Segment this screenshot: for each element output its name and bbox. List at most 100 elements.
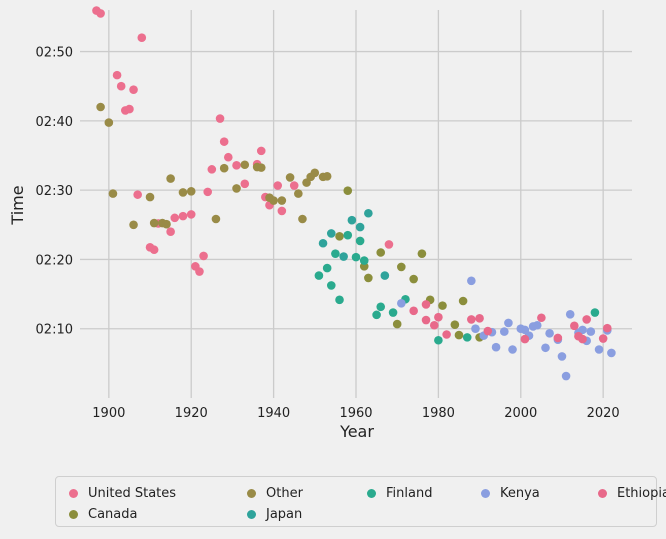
point-united-states	[125, 104, 134, 114]
point-united-states	[215, 114, 225, 123]
point-japan	[372, 310, 381, 320]
legend-item-other: Other	[247, 486, 303, 501]
point-canada	[178, 188, 188, 197]
point-canada	[277, 196, 287, 205]
legend-marker	[367, 489, 376, 498]
legend-marker	[598, 489, 607, 498]
point-ethiopia	[578, 334, 587, 344]
x-tick-label: 1920	[175, 406, 208, 421]
point-kenya	[578, 325, 587, 335]
legend-marker	[481, 489, 490, 498]
point-japan	[331, 249, 340, 258]
legend-item-united-states: United States	[69, 486, 176, 501]
point-united-states	[149, 245, 159, 255]
point-united-states	[186, 210, 196, 219]
point-united-states	[96, 9, 105, 18]
point-japan	[355, 236, 365, 246]
legend-item-japan: Japan	[247, 507, 302, 522]
point-other	[397, 262, 406, 272]
point-united-states	[203, 187, 213, 197]
point-japan	[359, 256, 369, 265]
point-ethiopia	[602, 323, 612, 333]
point-united-states	[232, 161, 241, 170]
point-japan	[376, 302, 386, 312]
point-canada	[96, 102, 105, 112]
point-kenya	[397, 299, 406, 308]
grid-lines	[80, 10, 632, 398]
point-ethiopia	[582, 315, 591, 324]
point-united-states	[166, 227, 175, 237]
point-united-states	[256, 146, 266, 156]
legend-item-canada: Canada	[69, 507, 137, 522]
y-tick-label: 02:20	[36, 253, 73, 268]
point-japan	[335, 295, 344, 305]
point-kenya	[532, 320, 542, 330]
tick-labels: 1900 1920 1940 1960 1980 2000 2020 02:10 02:20 02…	[36, 46, 620, 421]
x-tick-label: 1940	[257, 406, 290, 421]
point-japan	[343, 230, 353, 240]
point-other	[438, 301, 447, 310]
point-canada	[211, 214, 221, 224]
point-united-states	[223, 152, 233, 162]
point-kenya	[557, 352, 567, 361]
point-ethiopia	[409, 306, 418, 316]
point-united-states	[129, 85, 138, 94]
legend-marker	[69, 489, 78, 498]
point-canada	[162, 219, 171, 229]
point-kenya	[565, 309, 575, 319]
point-kenya	[471, 324, 480, 334]
legend-label: Canada	[88, 507, 138, 522]
point-kenya	[504, 318, 513, 328]
point-ethiopia	[421, 300, 431, 309]
y-tick-label: 02:50	[36, 46, 73, 61]
point-united-states	[195, 267, 204, 276]
point-other	[409, 274, 418, 284]
legend-label: Finland	[386, 486, 433, 501]
point-kenya	[491, 342, 501, 352]
point-united-states	[133, 190, 142, 199]
point-japan	[322, 263, 332, 273]
x-tick-label: 1980	[422, 406, 455, 421]
point-united-states	[289, 181, 299, 190]
point-other	[417, 249, 427, 258]
point-ethiopia	[434, 312, 443, 322]
point-other	[392, 319, 402, 329]
data-points	[92, 6, 616, 381]
point-ethiopia	[483, 326, 493, 336]
point-united-states	[199, 251, 208, 261]
point-other	[454, 330, 464, 340]
legend-marker	[247, 510, 256, 519]
point-kenya	[594, 345, 604, 354]
legend-label: Ethiopia	[617, 486, 666, 501]
point-united-states	[112, 70, 122, 80]
point-finland	[318, 238, 328, 248]
point-canada	[322, 171, 332, 181]
point-canada	[256, 163, 266, 172]
point-finland	[355, 222, 365, 232]
point-canada	[166, 174, 175, 183]
point-canada	[149, 218, 159, 228]
point-canada	[240, 160, 250, 170]
point-united-states	[116, 81, 126, 91]
point-canada	[219, 163, 229, 173]
point-canada	[108, 189, 118, 198]
point-united-states	[273, 181, 283, 190]
point-canada	[186, 186, 196, 196]
point-kenya	[541, 343, 550, 353]
point-finland	[326, 229, 336, 238]
x-tick-label: 1960	[339, 406, 372, 421]
point-unlabeled	[421, 315, 431, 325]
point-united-states	[207, 165, 217, 174]
point-ethiopia	[553, 333, 563, 343]
point-united-states	[137, 33, 147, 43]
point-kenya	[545, 329, 554, 338]
legend-label: Other	[266, 486, 303, 501]
x-tick-label: 1900	[92, 406, 125, 421]
point-kenya	[586, 327, 596, 336]
point-finland	[380, 271, 390, 280]
point-ethiopia	[467, 315, 476, 324]
point-japan	[590, 308, 600, 317]
point-canada	[129, 220, 138, 230]
point-other	[343, 186, 353, 196]
point-united-states	[384, 240, 394, 249]
